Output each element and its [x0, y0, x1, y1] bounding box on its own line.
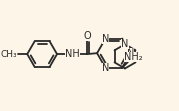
Text: N: N — [121, 39, 129, 49]
Text: NH₂: NH₂ — [124, 52, 143, 62]
Text: O: O — [83, 31, 91, 41]
Text: N: N — [127, 48, 134, 58]
Text: NH: NH — [66, 49, 80, 59]
Text: N: N — [102, 63, 109, 73]
Text: CH₃: CH₃ — [0, 50, 17, 59]
Text: N: N — [102, 34, 109, 44]
